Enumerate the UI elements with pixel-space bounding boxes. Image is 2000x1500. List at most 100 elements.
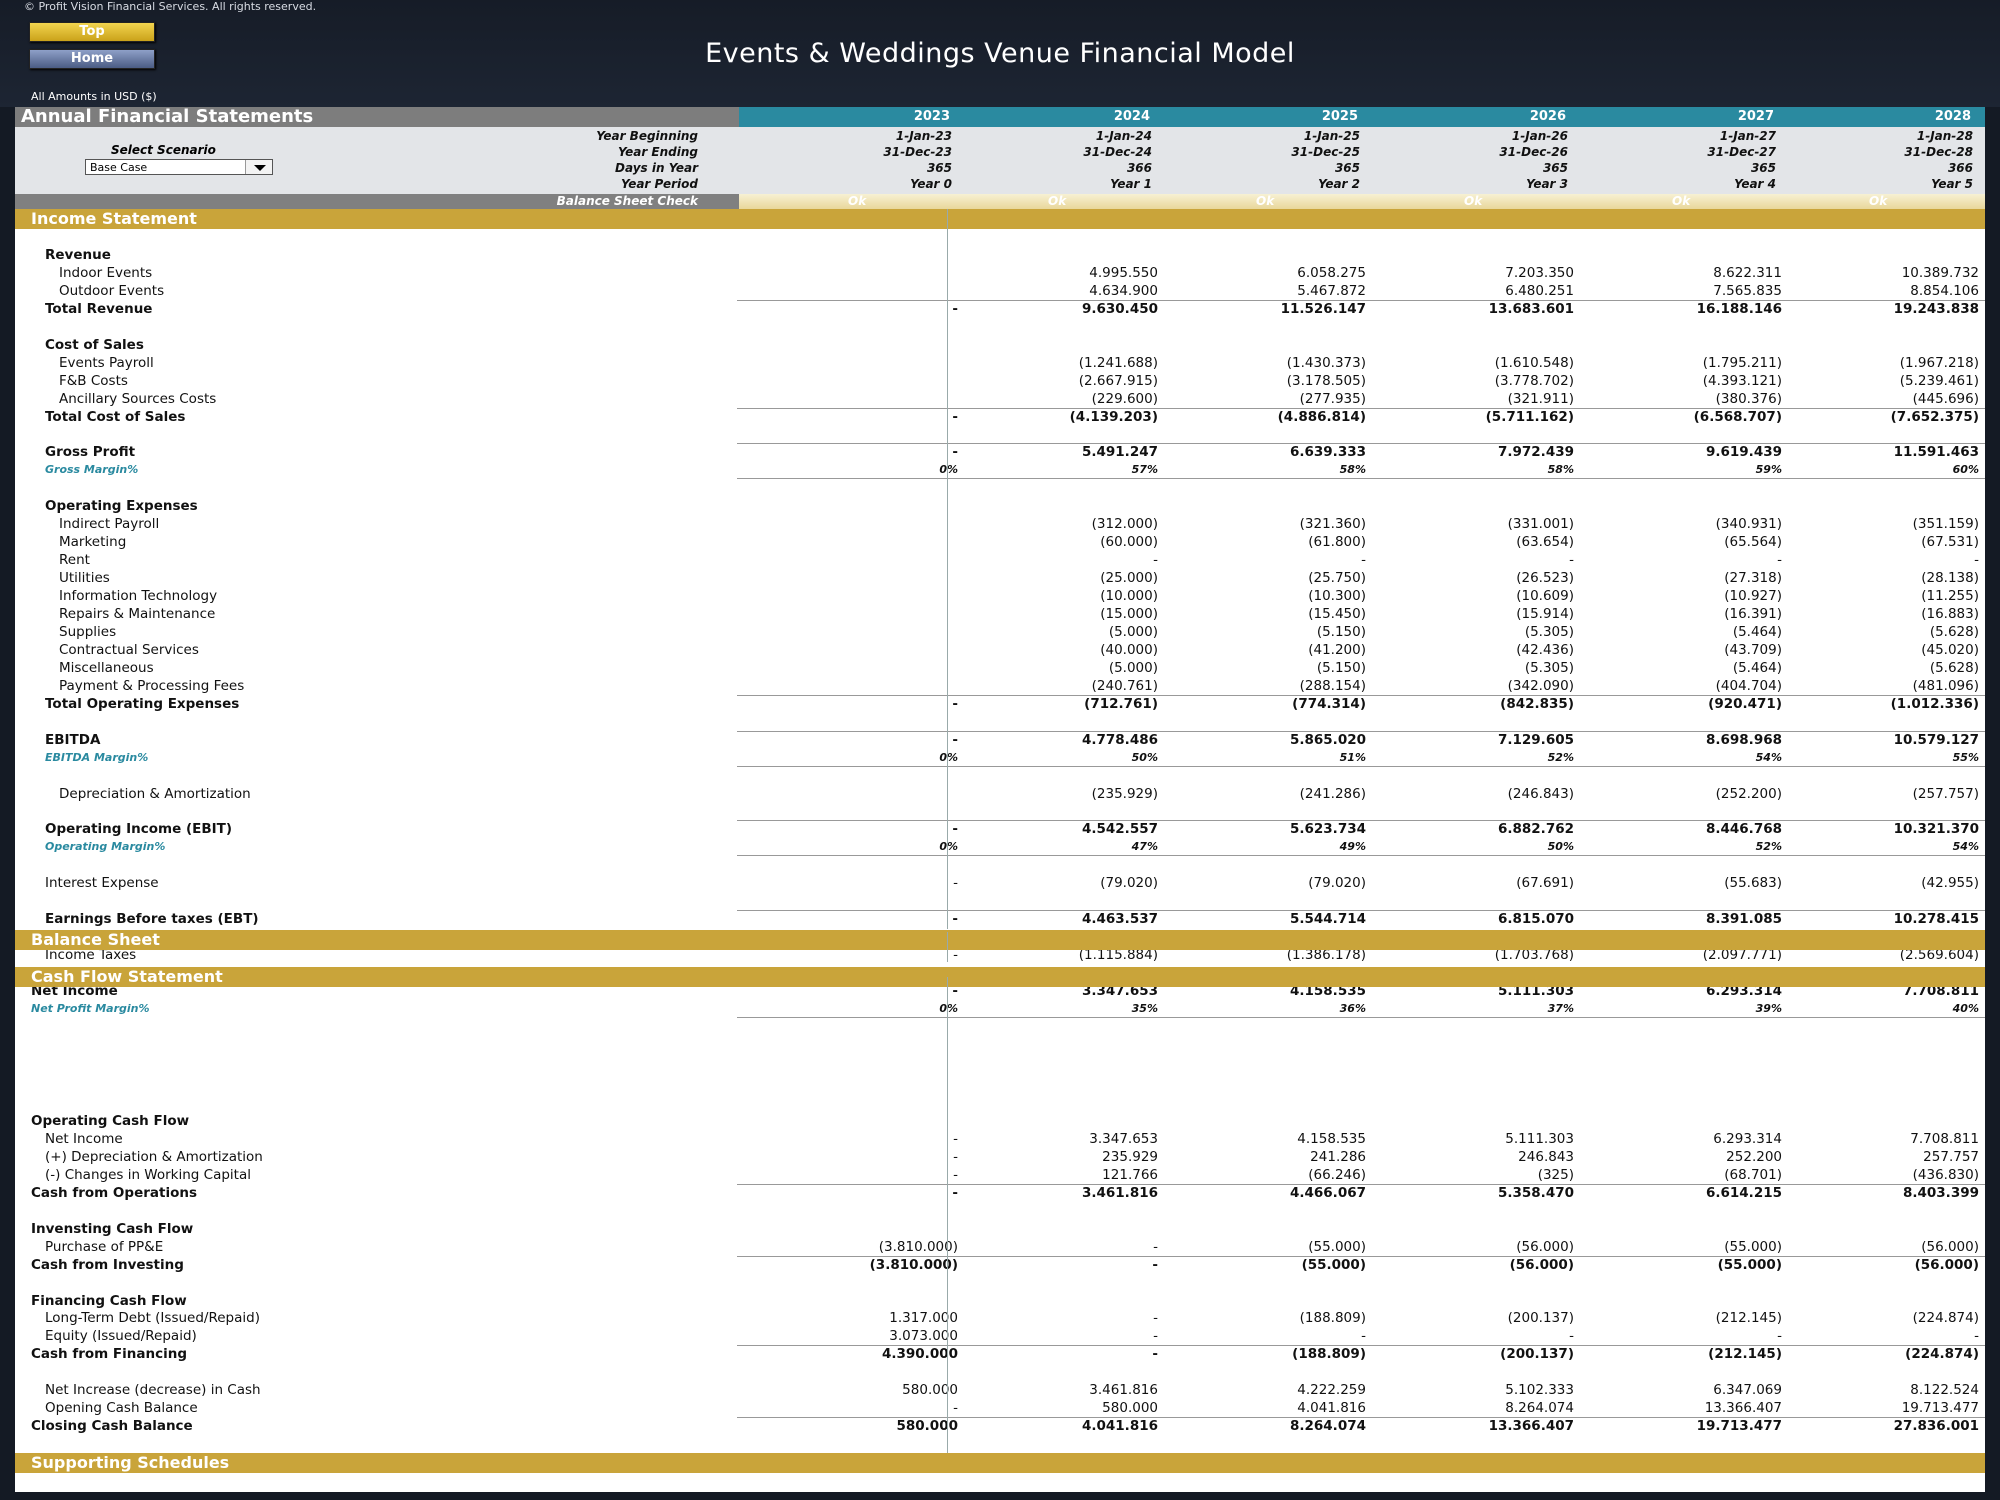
- value-cell: 37%: [1547, 1001, 1574, 1015]
- table-row: (-) Changes in Working Capital - 121.766 (6…: [15, 1166, 1985, 1184]
- row-label: Purchase of PP&E: [45, 1238, 164, 1255]
- row-label: Cash from Financing: [31, 1346, 188, 1363]
- column-separator: [947, 977, 948, 1453]
- value-cell: (1.967.218): [1899, 354, 1979, 371]
- value-cell: 19.713.477: [1696, 1418, 1782, 1435]
- value-cell: 54%: [1952, 840, 1979, 854]
- row-label: Revenue: [45, 247, 111, 263]
- row-label: Operating Margin%: [45, 840, 166, 854]
- value-cell: (42.436): [1516, 641, 1574, 658]
- period-value: 365: [926, 161, 952, 175]
- value-cell: 5.111.303: [1505, 1130, 1574, 1147]
- value-cell: 60%: [1952, 463, 1979, 477]
- value-cell: (11.255): [1921, 588, 1979, 605]
- value-cell: (55.683): [1724, 875, 1782, 892]
- top-button[interactable]: Top: [29, 22, 155, 42]
- value-cell: 13.683.601: [1488, 300, 1574, 317]
- period-value: 31-Dec-26: [1499, 145, 1568, 159]
- year-header-2025: 2025: [1321, 109, 1358, 124]
- value-cell: (188.809): [1299, 1310, 1366, 1327]
- row-label: Total Cost of Sales: [45, 408, 186, 425]
- top-bar: © Profit Vision Financial Services. All …: [0, 0, 2000, 107]
- value-cell: 0%: [939, 1001, 958, 1015]
- value-cell: -: [1361, 552, 1366, 569]
- value-cell: [595, 551, 958, 569]
- table-row: Outdoor Events 4.634.900 5.467.872 6.480.25…: [15, 282, 1985, 300]
- value-cell: -: [1153, 1238, 1158, 1255]
- value-cell: 257.757: [1923, 1148, 1979, 1165]
- period-value: Year 1: [1110, 177, 1152, 191]
- period-row-label: Year Beginning: [596, 129, 698, 143]
- row-label: Cost of Sales: [45, 336, 144, 353]
- value-cell: -: [1777, 1328, 1782, 1345]
- value-cell: [595, 605, 958, 623]
- row-divider: [737, 407, 1985, 409]
- value-cell: 5.358.470: [1497, 1184, 1574, 1201]
- table-row: EBITDA Margin% 0% 50% 51% 52% 54% 55%: [15, 749, 1985, 767]
- value-cell: (224.874): [1912, 1310, 1979, 1327]
- row-label: Closing Cash Balance: [31, 1418, 193, 1435]
- period-value: 366: [1126, 161, 1152, 175]
- year-header-2024: 2024: [1113, 109, 1150, 124]
- section-balance-sheet: Balance Sheet: [15, 930, 1985, 950]
- period-row-label: Year Period: [621, 177, 698, 191]
- value-cell: 4.995.550: [1089, 264, 1158, 281]
- value-cell: (15.450): [1308, 606, 1366, 622]
- value-cell: 4.463.537: [1081, 911, 1158, 928]
- value-cell: 252.200: [1726, 1148, 1782, 1165]
- value-cell: (15.000): [1100, 606, 1158, 622]
- value-cell: (712.761): [1084, 695, 1158, 712]
- value-cell: (42.955): [1921, 875, 1979, 892]
- value-cell: (5.000): [1108, 659, 1158, 676]
- row-label: Rent: [59, 552, 90, 569]
- value-cell: (27.318): [1724, 570, 1782, 587]
- value-cell: -: [1152, 1256, 1158, 1273]
- value-cell: (321.911): [1507, 390, 1574, 407]
- value-cell: 0%: [939, 463, 958, 477]
- value-cell: (3.810.000): [869, 1256, 958, 1273]
- value-cell: 7.565.835: [1713, 282, 1782, 299]
- value-cell: (5.150): [1316, 659, 1366, 676]
- value-cell: (6.568.707): [1693, 408, 1782, 425]
- value-cell: -: [1974, 552, 1979, 569]
- table-row: Net Profit Margin% 0% 35% 36% 37% 39% 40%: [15, 1000, 1985, 1018]
- value-cell: 241.286: [1310, 1148, 1366, 1165]
- table-row: (+) Depreciation & Amortization - 235.929 2…: [15, 1148, 1985, 1166]
- value-cell: (246.843): [1507, 785, 1574, 802]
- value-cell: (445.696): [1912, 390, 1979, 407]
- value-cell: (55.000): [1301, 1256, 1366, 1273]
- balance-check-status: Ok: [1256, 194, 1275, 208]
- scenario-value: Base Case: [90, 161, 148, 174]
- period-value: 366: [1947, 161, 1973, 175]
- value-cell: 9.630.450: [1081, 300, 1158, 317]
- value-cell: (4.393.121): [1702, 372, 1782, 389]
- value-cell: (10.000): [1100, 588, 1158, 605]
- table-row: Rent - - - - -: [15, 551, 1985, 569]
- table-row: EBITDA - 4.778.486 5.865.020 7.129.605 8.698.…: [15, 731, 1985, 749]
- row-label: Ancillary Sources Costs: [59, 390, 217, 407]
- home-button[interactable]: Home: [29, 49, 155, 69]
- value-cell: [595, 785, 958, 803]
- scenario-dropdown[interactable]: Base Case: [85, 159, 273, 175]
- value-cell: (10.609): [1516, 588, 1574, 605]
- row-divider: [737, 820, 1985, 822]
- value-cell: 7.129.605: [1497, 731, 1574, 748]
- period-value: 31-Dec-23: [883, 145, 952, 159]
- row-label: Marketing: [59, 534, 127, 551]
- value-cell: 52%: [1755, 840, 1782, 854]
- value-cell: (1.430.373): [1286, 354, 1366, 371]
- row-divider: [737, 855, 1985, 857]
- chevron-down-icon[interactable]: [245, 160, 272, 174]
- period-value: 1-Jan-25: [1303, 129, 1360, 143]
- value-cell: (5.464): [1732, 659, 1782, 676]
- row-label: Gross Margin%: [45, 463, 139, 477]
- value-cell: 8.622.311: [1713, 264, 1782, 281]
- value-cell: 8.698.968: [1705, 731, 1782, 748]
- value-cell: (5.628): [1929, 623, 1979, 640]
- year-header-2027: 2027: [1737, 109, 1774, 124]
- value-cell: (40.000): [1100, 641, 1158, 658]
- row-label: Net Income: [45, 1130, 123, 1147]
- value-cell: 235.929: [1102, 1148, 1158, 1165]
- table-row: Events Payroll (1.241.688) (1.430.373) (1.6…: [15, 354, 1985, 372]
- value-cell: 4.778.486: [1081, 731, 1158, 748]
